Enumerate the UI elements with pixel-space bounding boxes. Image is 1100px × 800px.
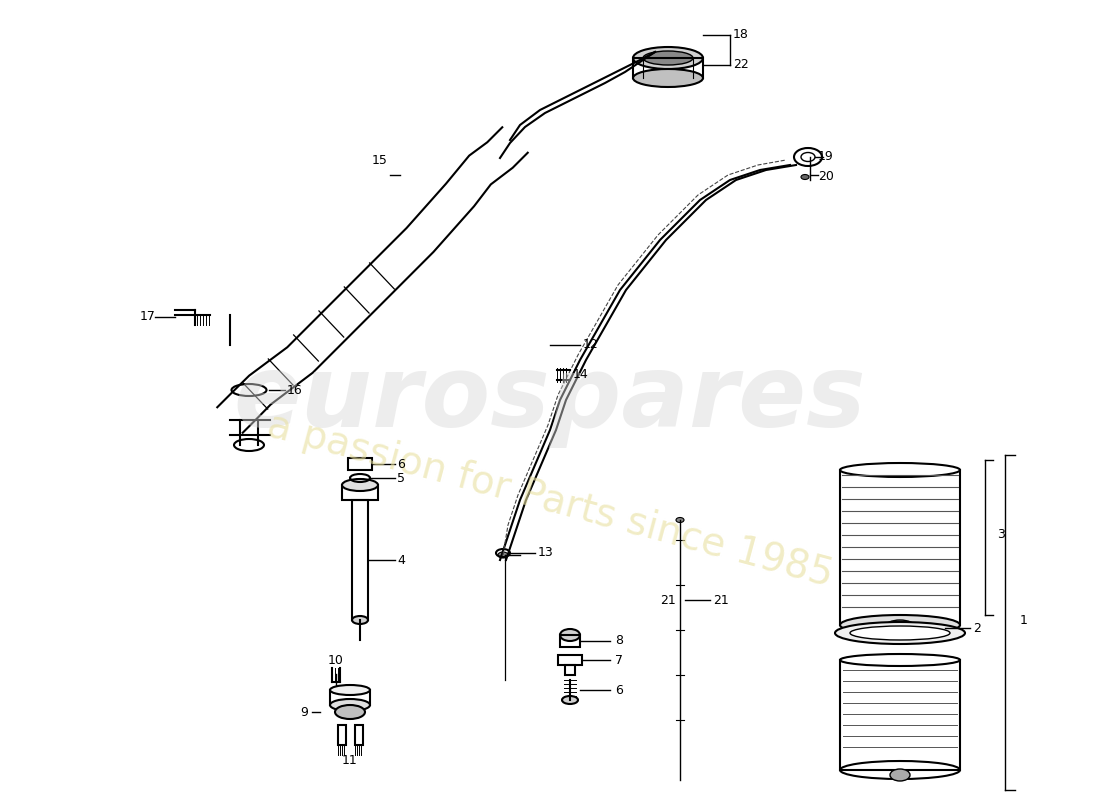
Text: 2: 2	[974, 622, 981, 634]
Ellipse shape	[801, 153, 815, 162]
Ellipse shape	[840, 463, 960, 477]
Ellipse shape	[342, 479, 378, 491]
Text: 8: 8	[615, 634, 623, 647]
Ellipse shape	[560, 629, 580, 641]
Ellipse shape	[840, 615, 960, 635]
Text: 17: 17	[140, 310, 156, 323]
Text: 13: 13	[538, 546, 553, 559]
Text: 7: 7	[615, 654, 623, 666]
Text: 18: 18	[733, 29, 749, 42]
Ellipse shape	[890, 769, 910, 781]
Ellipse shape	[850, 626, 950, 640]
Text: 14: 14	[573, 369, 588, 382]
Text: 5: 5	[397, 471, 405, 485]
Ellipse shape	[632, 69, 703, 87]
Text: 4: 4	[397, 554, 405, 566]
Ellipse shape	[330, 699, 370, 711]
Ellipse shape	[562, 696, 578, 704]
Text: 16: 16	[287, 383, 303, 397]
Ellipse shape	[632, 47, 703, 69]
Text: 20: 20	[818, 170, 834, 183]
Text: 11: 11	[342, 754, 358, 766]
Text: 21: 21	[713, 594, 728, 606]
Text: 3: 3	[997, 529, 1005, 542]
Text: 15: 15	[372, 154, 388, 166]
Ellipse shape	[886, 620, 915, 634]
Text: 21: 21	[660, 594, 675, 606]
Text: 19: 19	[818, 150, 834, 163]
Text: 12: 12	[583, 338, 598, 351]
Ellipse shape	[336, 705, 365, 719]
Text: a passion for Parts since 1985: a passion for Parts since 1985	[263, 406, 837, 594]
Ellipse shape	[352, 616, 368, 624]
Ellipse shape	[835, 622, 965, 644]
Text: 6: 6	[397, 458, 405, 470]
Ellipse shape	[644, 51, 693, 65]
Ellipse shape	[676, 518, 684, 522]
Text: eurospares: eurospares	[233, 351, 867, 449]
Text: 1: 1	[1020, 614, 1027, 626]
Text: 10: 10	[328, 654, 344, 666]
Text: 9: 9	[300, 706, 308, 718]
Ellipse shape	[801, 174, 808, 179]
Ellipse shape	[840, 654, 960, 666]
Text: 6: 6	[615, 683, 623, 697]
Ellipse shape	[330, 685, 370, 695]
Ellipse shape	[498, 552, 508, 558]
Text: 22: 22	[733, 58, 749, 71]
